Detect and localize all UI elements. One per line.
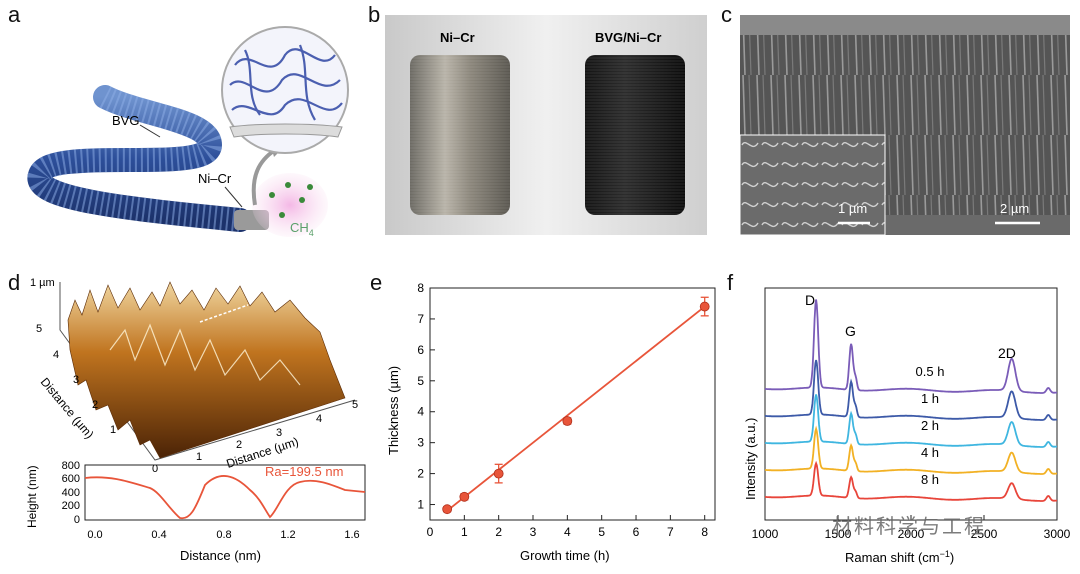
watermark: 材料科学与工程 xyxy=(832,514,986,538)
chart-e-xtick-label: 1 xyxy=(461,525,468,539)
peak-label-2d: 2D xyxy=(998,345,1016,361)
panel-label-d: d xyxy=(8,270,21,295)
raman-series-line xyxy=(764,299,1057,394)
nicr-spool-label: Ni–Cr xyxy=(440,30,475,45)
afm-surface xyxy=(67,281,346,459)
afm-y-tick-4: 4 xyxy=(53,349,59,361)
afm-y-tick-5: 5 xyxy=(36,323,42,335)
profile-xlabel: Distance (nm) xyxy=(180,548,261,563)
chart-e-xtick-label: 4 xyxy=(564,525,571,539)
profile-xtick-12: 1.2 xyxy=(280,529,295,541)
chart-f-xtick-label: 2500 xyxy=(971,527,998,541)
profile-ylabel: Height (nm) xyxy=(25,465,39,528)
bvg-label: BVG xyxy=(112,113,139,128)
sem-inset xyxy=(740,134,886,235)
nicr-label: Ni–Cr xyxy=(198,171,232,186)
ra-label: Ra=199.5 nm xyxy=(265,464,343,479)
chart-e-ytick-label: 1 xyxy=(417,498,424,512)
spool-photo: Ni–Cr BVG/Ni–Cr xyxy=(385,15,707,235)
chart-e-ytick-label: 4 xyxy=(417,405,424,419)
peak-label-d: D xyxy=(805,292,815,308)
inset-scale-label: 1 µm xyxy=(838,201,867,216)
profile-xtick-04: 0.4 xyxy=(151,529,166,541)
afm-y-tick-3: 3 xyxy=(73,374,79,386)
peak-label-g: G xyxy=(845,323,856,339)
profile-xtick-0: 0.0 xyxy=(87,529,102,541)
chart-f-xtick-label: 1500 xyxy=(825,527,852,541)
chart-e-ytick-label: 7 xyxy=(417,312,424,326)
chart-e-point xyxy=(442,504,453,515)
panel-label-e: e xyxy=(370,270,383,295)
raman-series-line xyxy=(764,394,1057,448)
chart-e-xtick-label: 2 xyxy=(495,525,502,539)
afm-z-label: 1 µm xyxy=(30,277,55,289)
bvg-coated-wire xyxy=(27,85,252,232)
profile-xtick-16: 1.6 xyxy=(344,529,359,541)
bvg-nicr-spool-label: BVG/Ni–Cr xyxy=(595,30,661,45)
chart-e-ytick-label: 6 xyxy=(417,343,424,357)
profile-ytick-400: 400 xyxy=(62,487,80,499)
profile-plot-frame xyxy=(84,464,366,521)
panel-label-f: f xyxy=(727,270,734,295)
chart-f-ylabel: Intensity (a.u.) xyxy=(743,418,758,500)
afm-x-tick-3: 3 xyxy=(276,427,282,439)
main-scale-label: 2 µm xyxy=(1000,201,1029,216)
profile-xtick-08: 0.8 xyxy=(216,529,231,541)
panel-label-c: c xyxy=(721,2,732,27)
ch4-label: CH4 xyxy=(290,220,314,238)
chart-f-xtick-label: 2000 xyxy=(898,527,925,541)
afm-y-tick-1: 1 xyxy=(110,424,116,436)
afm-x-tick-4: 4 xyxy=(316,413,322,425)
afm-x-tick-2: 2 xyxy=(236,439,242,451)
raman-series-line xyxy=(764,359,1057,421)
chart-e-point xyxy=(459,491,470,502)
chart-e-xtick-label: 6 xyxy=(633,525,640,539)
profile-ytick-800: 800 xyxy=(62,460,80,472)
profile-line xyxy=(84,475,366,520)
raman-series-line xyxy=(764,425,1057,475)
profile-ytick-0: 0 xyxy=(74,514,80,526)
chart-f-xlabel: Raman shift (cm−1) xyxy=(845,549,954,565)
chart-e-xlabel: Growth time (h) xyxy=(520,548,610,563)
chart-f-xtick-label: 1000 xyxy=(752,527,779,541)
panel-label-b: b xyxy=(368,2,381,27)
chart-e-point xyxy=(562,416,573,426)
chart-e-point xyxy=(699,301,710,312)
raman-series-label: 1 h xyxy=(921,391,939,406)
chart-e-ytick-label: 3 xyxy=(417,436,424,450)
chart-e-xtick-label: 8 xyxy=(701,525,708,539)
chart-e-xtick-label: 7 xyxy=(667,525,674,539)
afm-x-tick-5: 5 xyxy=(352,399,358,411)
chart-e-fit-line xyxy=(446,305,706,512)
chart-e-point xyxy=(493,468,504,479)
chart-e-ylabel: Thickness (µm) xyxy=(386,366,401,455)
bvg-schematic: BVG Ni–Cr CH4 xyxy=(27,26,349,238)
afm-x-tick-1: 1 xyxy=(196,451,202,463)
sem-image: 1 µm 2 µm xyxy=(740,15,1070,235)
afm-y-tick-0: 0 xyxy=(152,463,158,475)
chart-e-xtick-label: 3 xyxy=(530,525,537,539)
chart-e-ytick-label: 5 xyxy=(417,374,424,388)
zoom-arrow xyxy=(251,148,277,206)
raman-series-label: 8 h xyxy=(921,472,939,487)
afm-panel: 1 µm 5 4 3 2 1 0 1 2 3 4 5 Distance (µm)… xyxy=(25,277,366,563)
profile-ytick-200: 200 xyxy=(62,500,80,512)
raman-series-label: 2 h xyxy=(921,418,939,433)
chart-e-frame xyxy=(429,287,716,521)
raman-series-line xyxy=(764,460,1057,502)
chart-f-xtick-label: 3000 xyxy=(1044,527,1071,541)
raman-series-label: 0.5 h xyxy=(916,364,945,379)
chart-e-ytick-label: 8 xyxy=(417,281,424,295)
raman-chart: 1000 1500 2000 2500 3000 0.5 h 1 h 2 h 4 h 8 h I… xyxy=(743,287,1071,565)
profile-ytick-600: 600 xyxy=(62,473,80,485)
raman-series-label: 4 h xyxy=(921,445,939,460)
afm-y-tick-2: 2 xyxy=(92,399,98,411)
panel-label-a: a xyxy=(8,2,21,27)
chart-e-ytick-label: 2 xyxy=(417,467,424,481)
chart-e-xtick-label: 5 xyxy=(598,525,605,539)
chart-e-xtick-label: 0 xyxy=(427,525,434,539)
